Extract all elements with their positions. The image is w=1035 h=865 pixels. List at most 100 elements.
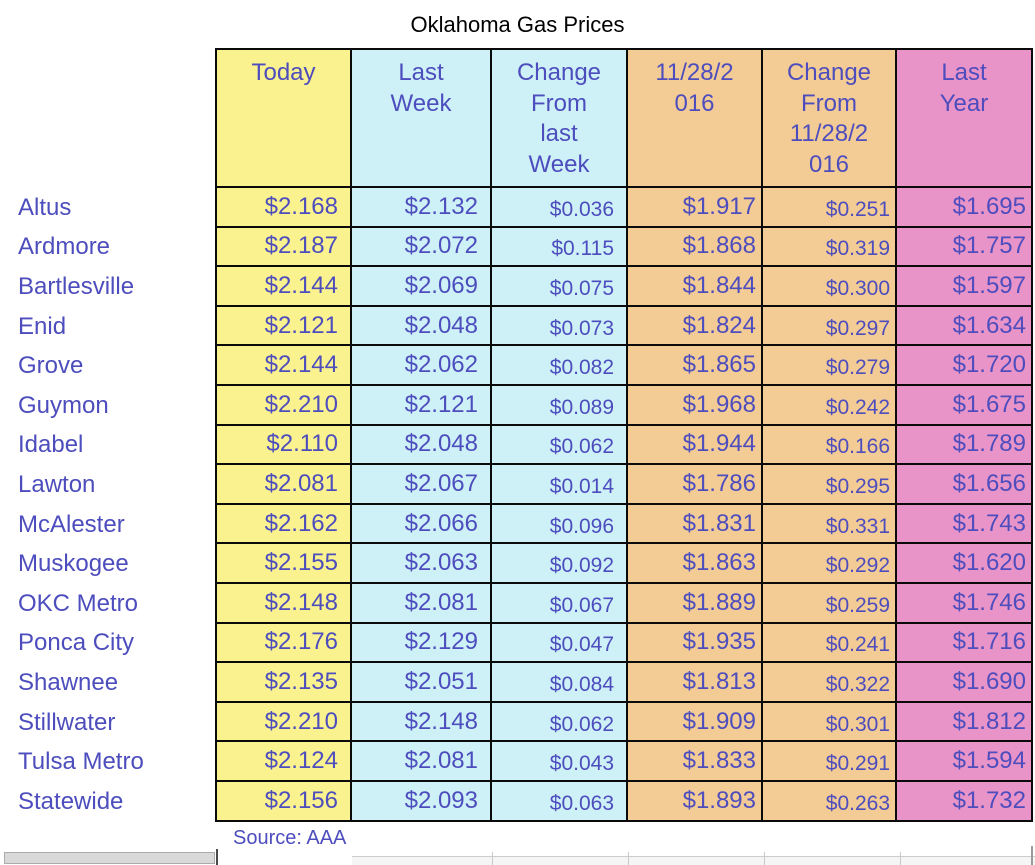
price-cell: $1.813	[628, 663, 763, 703]
price-cell: $1.824	[628, 306, 763, 347]
column-header-change-last-week: Change From last Week	[492, 48, 628, 188]
price-cell: $1.944	[628, 425, 763, 466]
price-cell: $1.656	[897, 465, 1033, 505]
price-cell: $1.690	[897, 663, 1033, 703]
price-cell: $1.893	[628, 781, 763, 822]
row-label: McAlester	[0, 504, 215, 545]
price-cell: $2.048	[352, 306, 492, 347]
row-label: Grove	[0, 346, 215, 386]
price-cell: $0.319	[763, 227, 897, 268]
price-cell: $1.620	[897, 544, 1033, 584]
price-cell: $2.069	[352, 267, 492, 307]
price-cell: $0.242	[763, 385, 897, 426]
gas-price-table: Today Last Week Change From last Week 11…	[0, 48, 1033, 822]
price-cell: $1.743	[897, 504, 1033, 545]
spreadsheet-remnant-edge	[1031, 846, 1033, 865]
price-cell: $2.062	[352, 346, 492, 386]
price-cell: $1.786	[628, 465, 763, 505]
price-cell: $0.331	[763, 504, 897, 545]
row-label: Bartlesville	[0, 267, 215, 307]
price-cell: $2.132	[352, 188, 492, 228]
row-label: Ardmore	[0, 227, 215, 268]
price-cell: $2.051	[352, 663, 492, 703]
price-cell: $1.868	[628, 227, 763, 268]
price-cell: $2.156	[215, 781, 352, 822]
price-cell: $1.675	[897, 385, 1033, 426]
price-cell: $0.291	[763, 742, 897, 782]
spreadsheet-remnant-gridline	[216, 849, 218, 865]
price-cell: $1.695	[897, 188, 1033, 228]
page-title: Oklahoma Gas Prices	[410, 12, 625, 37]
column-header-today: Today	[215, 48, 352, 188]
price-cell: $0.166	[763, 425, 897, 466]
price-cell: $0.084	[492, 663, 628, 703]
price-cell: $2.121	[352, 385, 492, 426]
column-header-last-week: Last Week	[352, 48, 492, 188]
price-cell: $1.865	[628, 346, 763, 386]
price-cell: $0.092	[492, 544, 628, 584]
price-cell: $2.144	[215, 267, 352, 307]
price-cell: $2.168	[215, 188, 352, 228]
price-cell: $1.831	[628, 504, 763, 545]
price-cell: $0.067	[492, 583, 628, 624]
price-cell: $2.067	[352, 465, 492, 505]
price-cell: $0.300	[763, 267, 897, 307]
row-label: Guymon	[0, 385, 215, 426]
price-cell: $0.279	[763, 346, 897, 386]
spreadsheet-remnant-tick	[900, 852, 901, 865]
row-label: OKC Metro	[0, 583, 215, 624]
price-cell: $0.082	[492, 346, 628, 386]
price-cell: $2.063	[352, 544, 492, 584]
price-cell: $2.135	[215, 663, 352, 703]
price-cell: $1.594	[897, 742, 1033, 782]
price-cell: $0.043	[492, 742, 628, 782]
price-cell: $0.096	[492, 504, 628, 545]
price-cell: $2.110	[215, 425, 352, 466]
price-cell: $0.292	[763, 544, 897, 584]
price-cell: $0.322	[763, 663, 897, 703]
price-cell: $0.089	[492, 385, 628, 426]
price-cell: $1.935	[628, 623, 763, 664]
price-cell: $0.241	[763, 623, 897, 664]
price-cell: $1.833	[628, 742, 763, 782]
price-cell: $0.073	[492, 306, 628, 347]
price-cell: $0.263	[763, 781, 897, 822]
price-cell: $2.129	[352, 623, 492, 664]
price-cell: $2.072	[352, 227, 492, 268]
price-cell: $0.062	[492, 702, 628, 743]
price-cell: $2.162	[215, 504, 352, 545]
price-cell: $2.155	[215, 544, 352, 584]
price-cell: $1.732	[897, 781, 1033, 822]
price-cell: $2.081	[352, 583, 492, 624]
price-cell: $0.014	[492, 465, 628, 505]
row-label: Statewide	[0, 781, 215, 822]
price-cell: $2.121	[215, 306, 352, 347]
row-label: Shawnee	[0, 663, 215, 703]
row-label: Idabel	[0, 425, 215, 466]
price-cell: $2.144	[215, 346, 352, 386]
price-cell: $0.297	[763, 306, 897, 347]
price-cell: $0.301	[763, 702, 897, 743]
price-cell: $2.187	[215, 227, 352, 268]
price-cell: $2.148	[352, 702, 492, 743]
price-cell: $1.789	[897, 425, 1033, 466]
price-cell: $0.259	[763, 583, 897, 624]
spreadsheet-remnant-tick	[628, 852, 629, 865]
price-cell: $1.812	[897, 702, 1033, 743]
price-cell: $2.124	[215, 742, 352, 782]
price-cell: $2.066	[352, 504, 492, 545]
price-cell: $2.148	[215, 583, 352, 624]
price-cell: $1.863	[628, 544, 763, 584]
row-label: Enid	[0, 306, 215, 347]
price-cell: $1.909	[628, 702, 763, 743]
price-cell: $1.757	[897, 227, 1033, 268]
price-cell: $0.295	[763, 465, 897, 505]
column-header-11-28-2016: 11/28/2 016	[628, 48, 763, 188]
row-label: Ponca City	[0, 623, 215, 664]
row-label: Altus	[0, 188, 215, 228]
spreadsheet-remnant-tick	[492, 852, 493, 865]
price-cell: $0.075	[492, 267, 628, 307]
price-cell: $1.716	[897, 623, 1033, 664]
column-header-change-2016: Change From 11/28/2 016	[763, 48, 897, 188]
